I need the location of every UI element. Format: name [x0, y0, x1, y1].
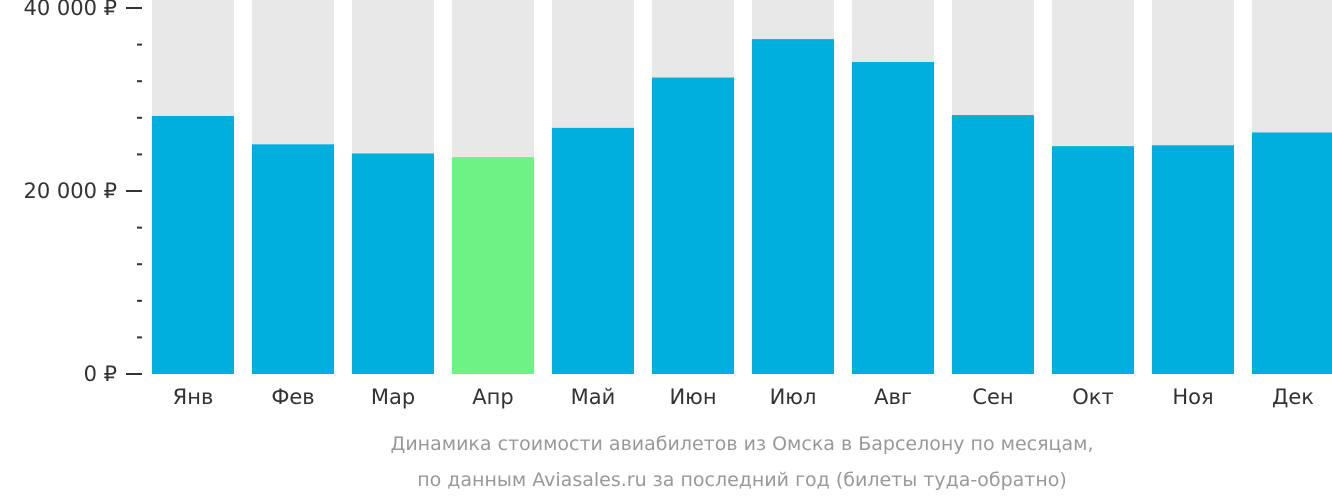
x-tick-label: Июл [770, 385, 817, 409]
bar-month [852, 61, 934, 375]
bar-month [352, 153, 434, 374]
bar-highlighted [452, 157, 534, 374]
bars-group [152, 0, 1332, 375]
y-tick-label: 40 000 ₽ [23, 0, 117, 20]
price-bar-chart: 0 ₽ 20 000 ₽ 40 000 ₽ Янв Фев Мар Апр Май Июн Ию… [23, 0, 1332, 409]
bar-month [952, 115, 1034, 375]
y-axis: 0 ₽ 20 000 ₽ 40 000 ₽ [23, 0, 142, 386]
x-tick-label: Янв [173, 385, 214, 409]
x-tick-label: Июн [669, 385, 716, 409]
x-tick-label: Авг [874, 385, 912, 409]
x-axis-labels: Янв Фев Мар Апр Май Июн Июл Авг Сен Окт Ноя Дек [173, 385, 1314, 409]
x-tick-label: Мар [371, 385, 415, 409]
x-tick-label: Окт [1072, 385, 1113, 409]
bar-month [152, 115, 234, 374]
chart-caption-line-2: по данным Aviasales.ru за последний год … [417, 469, 1067, 491]
x-tick-label: Май [571, 385, 616, 409]
bar-month [552, 127, 634, 375]
x-tick-label: Сен [972, 385, 1013, 409]
x-tick-label: Ноя [1172, 385, 1213, 409]
x-tick-label: Фев [271, 385, 314, 409]
chart-caption-line-1: Динамика стоимости авиабилетов из Омска … [390, 433, 1094, 455]
x-tick-label: Дек [1272, 385, 1314, 409]
y-tick-label: 0 ₽ [84, 362, 117, 386]
bar-month [752, 39, 834, 375]
bar-month [1252, 132, 1332, 374]
bar-month [1152, 145, 1234, 374]
bar-month [652, 77, 734, 374]
x-tick-label: Апр [472, 385, 513, 409]
y-tick-label: 20 000 ₽ [23, 179, 117, 203]
bar-month [1052, 146, 1134, 374]
bar-month [252, 144, 334, 374]
